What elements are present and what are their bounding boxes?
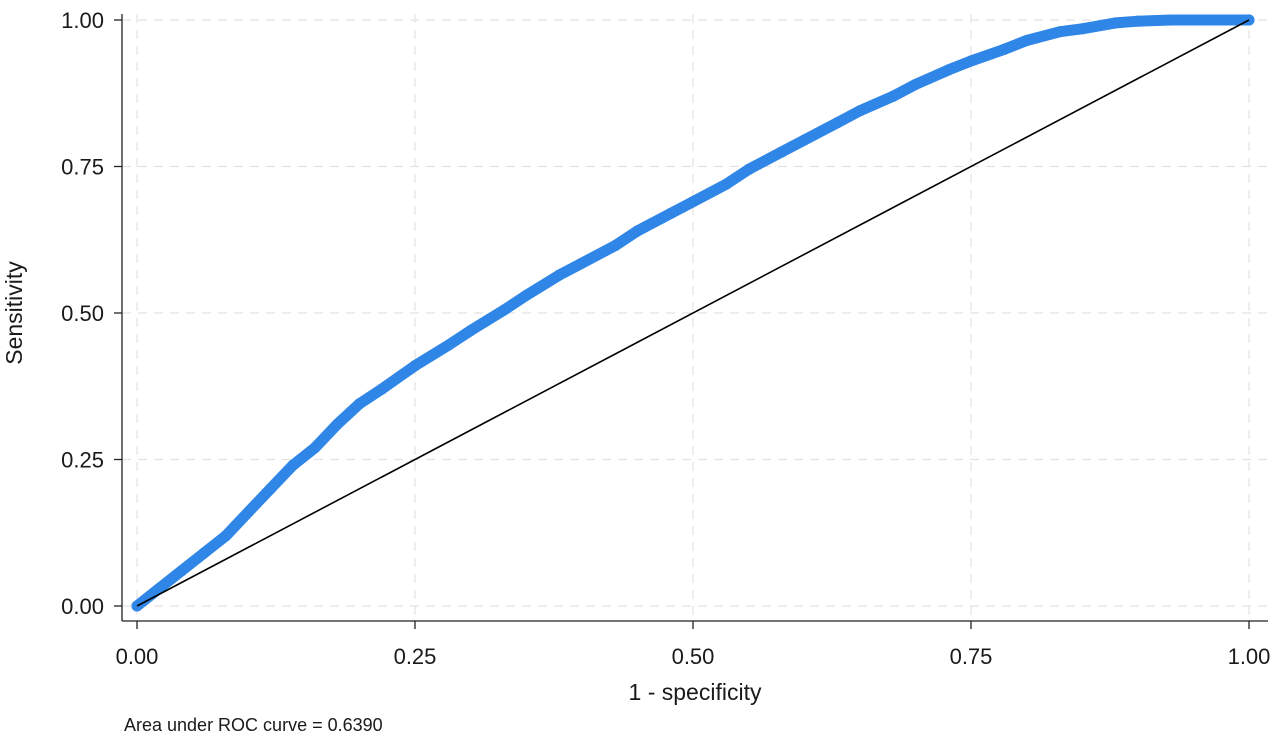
roc-point	[609, 240, 621, 252]
roc-point	[1076, 23, 1088, 35]
roc-point	[965, 55, 977, 67]
y-tick-label: 0.25	[61, 448, 104, 473]
x-tick-label: 0.00	[116, 644, 159, 669]
roc-point	[687, 196, 699, 208]
auc-note: Area under ROC curve = 0.6390	[124, 715, 383, 735]
roc-point	[1165, 14, 1177, 26]
roc-point	[576, 257, 588, 269]
roc-point	[631, 225, 643, 237]
roc-point	[442, 339, 454, 351]
roc-point	[264, 483, 276, 495]
y-tick-label: 0.00	[61, 594, 104, 619]
roc-point	[1110, 17, 1122, 29]
roc-point	[943, 64, 955, 76]
roc-point	[798, 134, 810, 146]
roc-point	[287, 459, 299, 471]
roc-point	[832, 117, 844, 129]
y-tick-label: 0.50	[61, 301, 104, 326]
y-tick-label: 1.00	[61, 8, 104, 33]
x-tick-label: 0.75	[950, 644, 993, 669]
roc-point	[854, 105, 866, 117]
x-tick-label: 1.00	[1228, 644, 1271, 669]
roc-point	[554, 269, 566, 281]
x-tick-label: 0.25	[394, 644, 437, 669]
roc-point	[242, 506, 254, 518]
roc-point	[1221, 14, 1233, 26]
roc-point	[720, 178, 732, 190]
axes	[121, 14, 1268, 622]
reference-line	[136, 19, 1250, 607]
roc-point	[520, 289, 532, 301]
roc-point	[887, 90, 899, 102]
roc-point	[776, 146, 788, 158]
axis-ticks: 0.00 0.25 0.50 0.75 1.00 0.00 0.25 0.50 0.75 1.00	[61, 8, 1270, 669]
roc-point	[353, 398, 365, 410]
roc-point	[909, 78, 921, 90]
roc-point	[175, 565, 187, 577]
roc-point	[1021, 35, 1033, 47]
y-tick-label: 0.75	[61, 155, 104, 180]
y-axis-title: Sensitivity	[1, 261, 27, 365]
roc-point	[1132, 15, 1144, 27]
roc-point	[376, 383, 388, 395]
roc-point	[153, 582, 165, 594]
roc-point	[309, 442, 321, 454]
roc-point	[465, 325, 477, 337]
grid-lines	[122, 14, 1268, 621]
roc-point	[665, 207, 677, 219]
roc-point	[1187, 14, 1199, 26]
roc-point	[220, 530, 232, 542]
series-layer	[131, 14, 1255, 612]
roc-point	[743, 163, 755, 175]
roc-point	[409, 360, 421, 372]
x-tick-label: 0.50	[672, 644, 715, 669]
roc-point	[498, 304, 510, 316]
x-axis-title: 1 - specificity	[629, 679, 762, 705]
roc-point	[998, 43, 1010, 55]
roc-point	[331, 418, 343, 430]
roc-point	[1054, 26, 1066, 38]
roc-point	[198, 547, 210, 559]
